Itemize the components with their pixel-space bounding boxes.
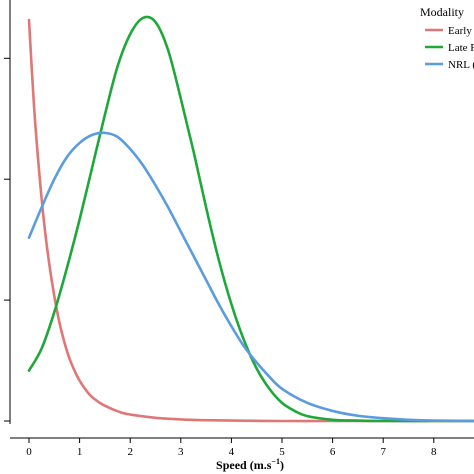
legend-label-nrl: NRL (	[448, 59, 474, 71]
series-line-early	[27, 18, 474, 423]
x-tick-label-1: 1	[77, 446, 83, 458]
series-line-nrl	[27, 131, 474, 423]
x-axis-ticks: 0 1 2 3 4 5 6 7 8	[26, 438, 437, 458]
series-lines	[27, 15, 474, 423]
x-tick-label-7: 7	[380, 446, 386, 458]
x-tick-label-3: 3	[178, 446, 184, 458]
x-tick-label-4: 4	[229, 446, 235, 458]
x-tick-label-8: 8	[431, 446, 437, 458]
legend-label-late-f: Late F	[448, 42, 474, 54]
x-axis-title: Speed (m.s−1)	[216, 457, 284, 472]
legend: Modality Early Late F NRL (	[420, 5, 474, 71]
x-tick-label-5: 5	[279, 446, 285, 458]
x-tick-label-6: 6	[330, 446, 336, 458]
x-tick-label-0: 0	[26, 446, 32, 458]
series-line-late-f	[27, 15, 474, 423]
x-tick-label-2: 2	[127, 446, 133, 458]
y-axis-ticks	[4, 57, 10, 422]
legend-title: Modality	[420, 5, 464, 19]
legend-label-early: Early	[448, 25, 472, 37]
